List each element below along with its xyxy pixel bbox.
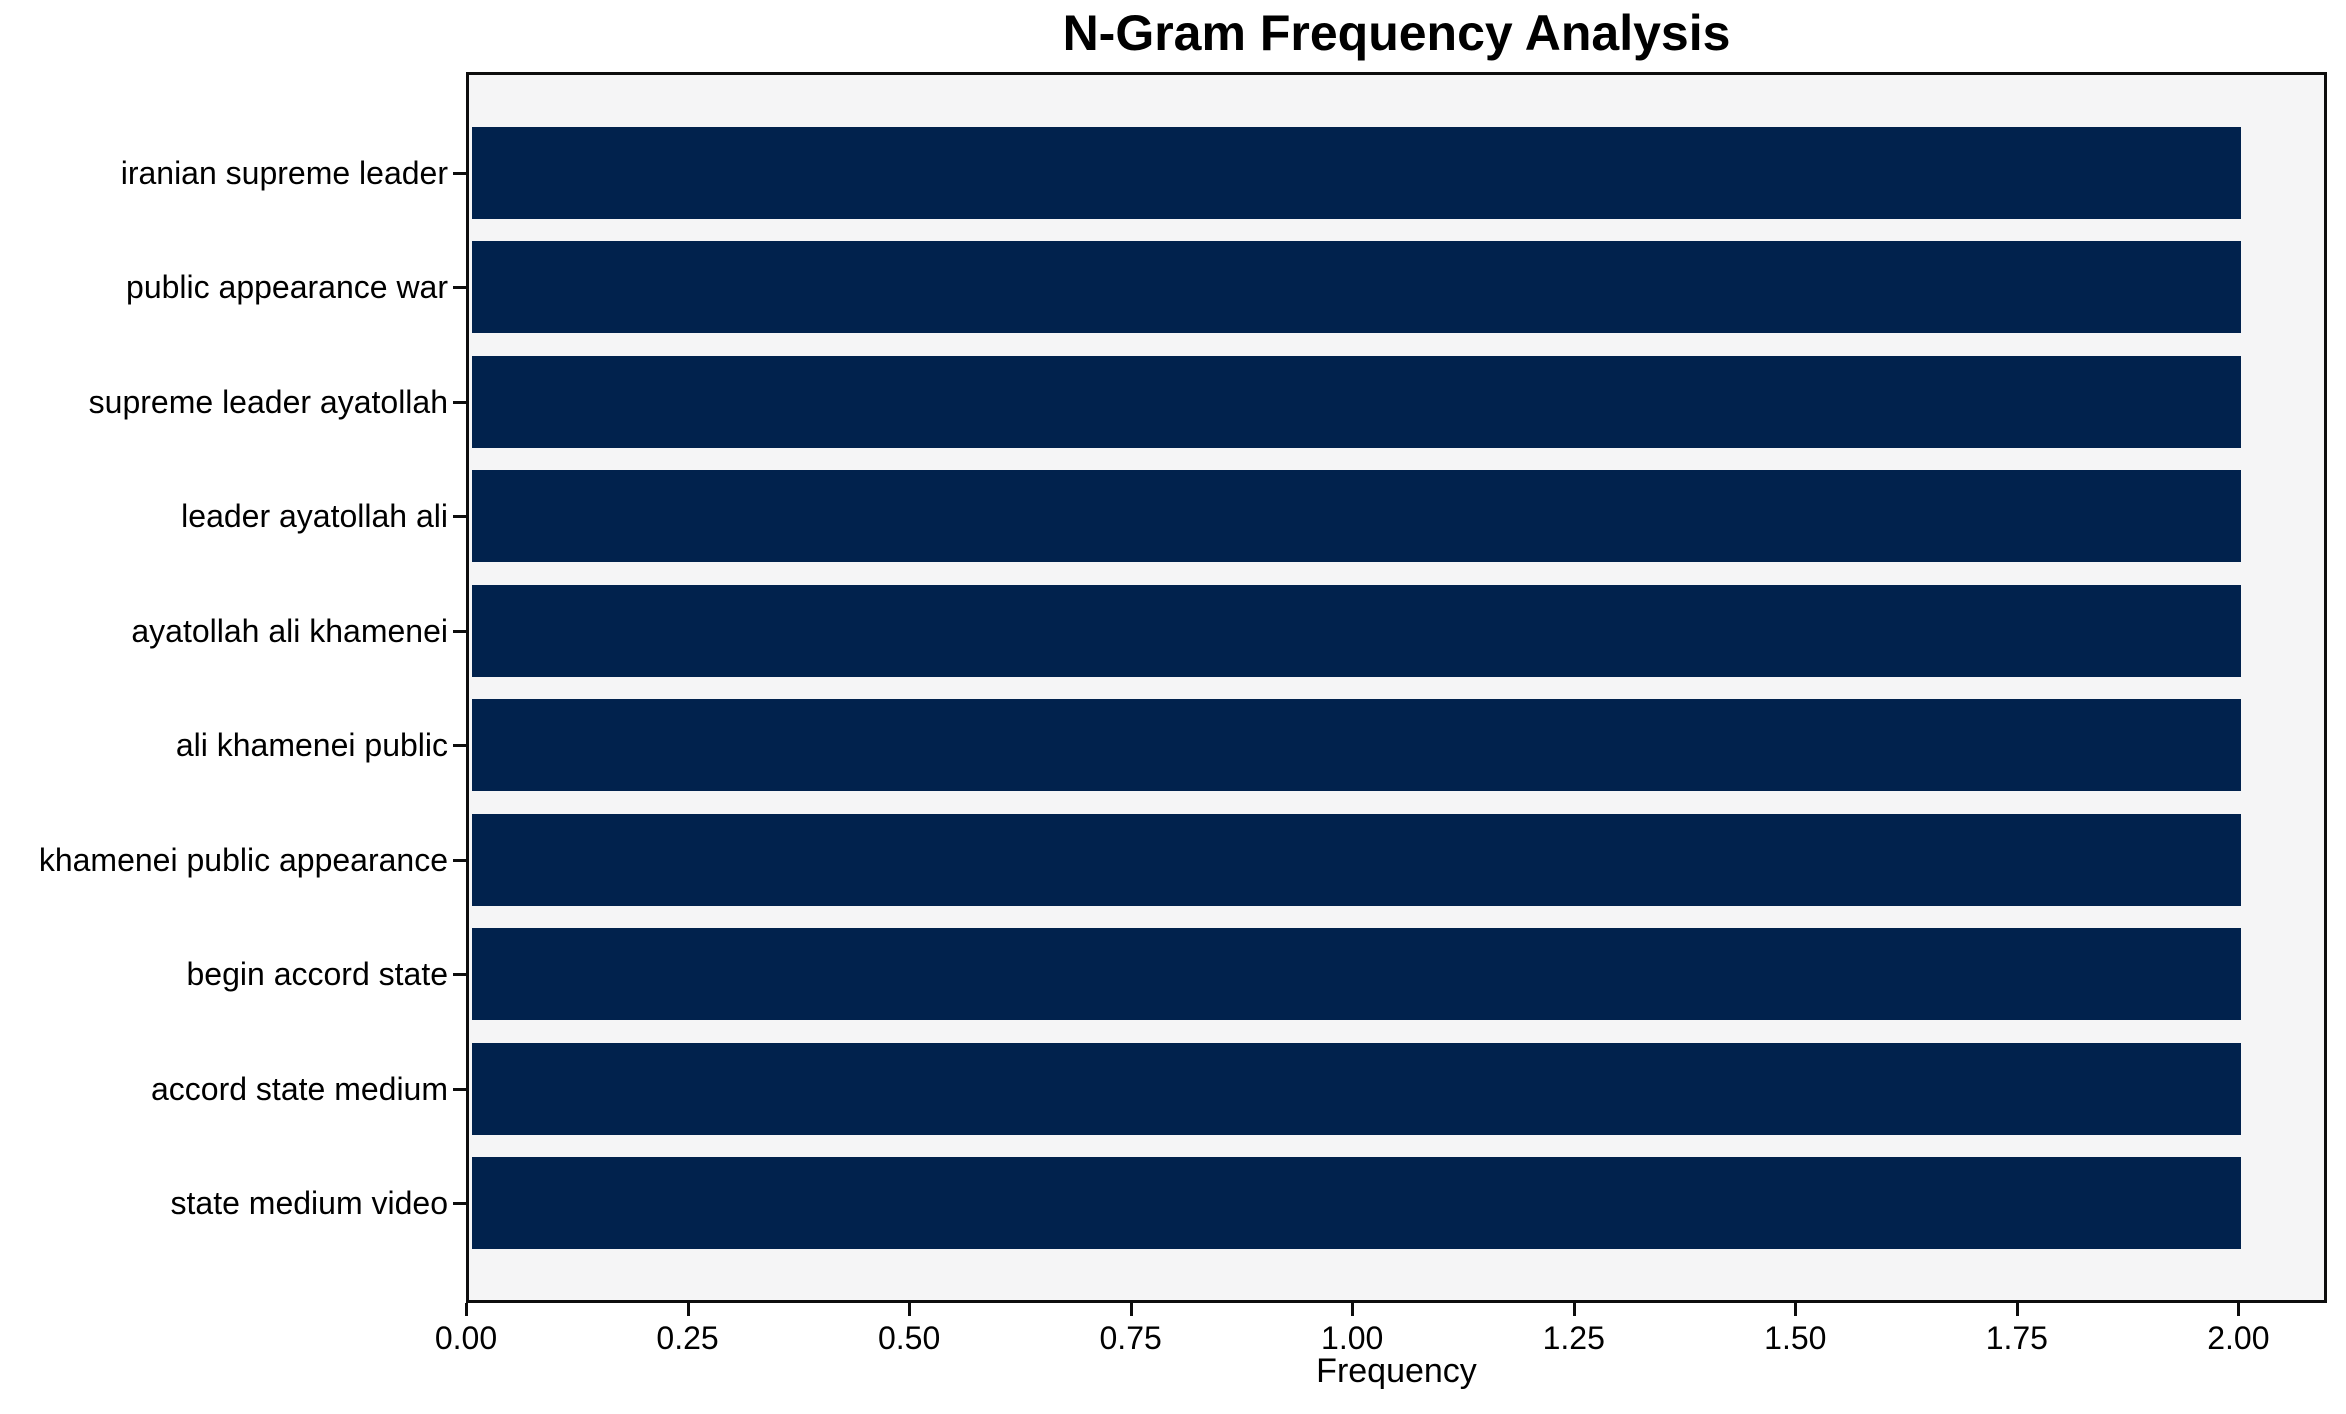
x-tick-mark xyxy=(908,1303,912,1316)
x-tick-label: 1.25 xyxy=(1542,1320,1605,1356)
y-tick-mark xyxy=(453,973,466,977)
x-tick-label: 1.00 xyxy=(1321,1320,1384,1356)
y-tick-label: begin accord state xyxy=(186,956,449,993)
bar xyxy=(472,928,2242,1021)
x-tick-mark xyxy=(686,1303,690,1316)
y-tick-label: public appearance war xyxy=(126,269,448,306)
bar xyxy=(472,584,2242,677)
y-tick-label: state medium video xyxy=(170,1184,448,1221)
y-tick-mark xyxy=(453,1201,466,1205)
x-tick-mark xyxy=(1794,1303,1798,1316)
x-tick-mark xyxy=(1129,1303,1133,1316)
x-tick-mark xyxy=(1572,1303,1576,1316)
x-tick-mark xyxy=(2015,1303,2019,1316)
x-tick-mark xyxy=(2237,1303,2241,1316)
y-tick-mark xyxy=(453,515,466,519)
y-tick-label: leader ayatollah ali xyxy=(181,498,448,535)
bar xyxy=(472,355,2242,448)
y-tick-label: iranian supreme leader xyxy=(120,155,448,191)
plot-area xyxy=(466,72,2327,1303)
bar xyxy=(472,1156,2242,1249)
x-tick-mark xyxy=(1351,1303,1355,1316)
y-tick-label: accord state medium xyxy=(150,1070,448,1107)
bar xyxy=(472,813,2242,906)
x-tick-label: 1.75 xyxy=(1985,1320,2048,1356)
x-axis-label: Frequency xyxy=(1316,1352,1477,1390)
bar xyxy=(472,470,2242,563)
x-tick-label: 2.00 xyxy=(2207,1320,2270,1356)
x-tick-label: 0.50 xyxy=(877,1320,941,1356)
x-tick-label: 1.50 xyxy=(1764,1320,1827,1356)
y-tick-mark xyxy=(453,1087,466,1091)
y-tick-label: khamenei public appearance xyxy=(38,841,448,878)
y-tick-label: ayatollah ali khamenei xyxy=(131,612,448,649)
x-tick-label: 0.25 xyxy=(656,1320,719,1356)
x-tick-mark xyxy=(465,1303,468,1316)
bar xyxy=(472,241,2242,334)
chart-title: N-Gram Frequency Analysis xyxy=(1062,5,1731,61)
bar xyxy=(472,127,2242,219)
x-tick-label: 0.75 xyxy=(1099,1320,1162,1356)
y-tick-mark xyxy=(453,400,466,404)
y-tick-mark xyxy=(453,744,466,748)
y-tick-mark xyxy=(453,286,466,290)
y-tick-mark xyxy=(453,629,466,633)
y-tick-label: supreme leader ayatollah xyxy=(88,383,448,420)
y-tick-label: ali khamenei public xyxy=(175,727,448,764)
y-tick-mark xyxy=(453,172,466,175)
y-tick-mark xyxy=(453,858,466,862)
bar xyxy=(472,1042,2242,1135)
bar xyxy=(472,699,2242,792)
x-tick-label: 0.00 xyxy=(434,1320,498,1356)
